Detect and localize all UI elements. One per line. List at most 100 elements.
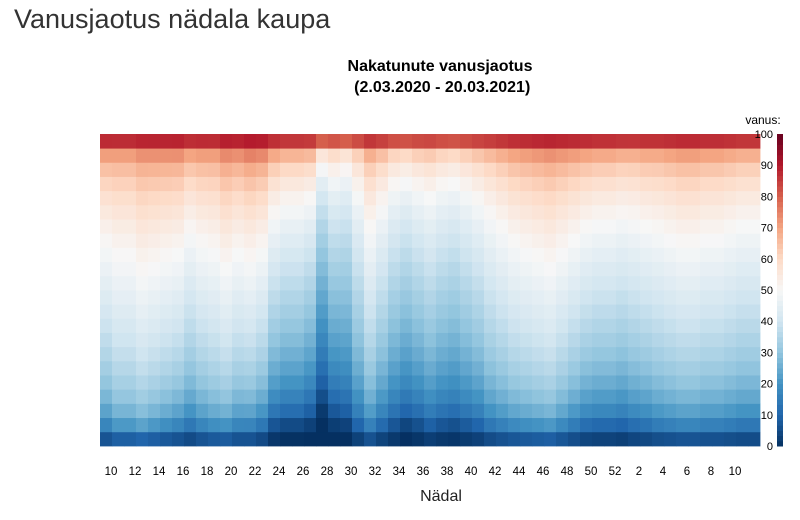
heatmap-cell (136, 247, 149, 263)
heatmap-cell (688, 403, 701, 419)
heatmap-cell (412, 219, 425, 234)
heatmap-cell (628, 332, 641, 348)
heatmap-cell (136, 417, 149, 433)
legend-color-step (777, 399, 783, 405)
heatmap-cell (196, 304, 209, 319)
heatmap-cell (400, 318, 413, 333)
heatmap-cell (640, 233, 653, 248)
heatmap-cell (616, 346, 629, 362)
heatmap-cell (484, 233, 497, 248)
legend-color-step (777, 295, 783, 301)
heatmap-cell (544, 431, 557, 447)
legend-color-step (777, 144, 783, 151)
heatmap-cell (424, 261, 437, 277)
heatmap-cell (304, 261, 317, 277)
heatmap-cell (628, 403, 641, 419)
heatmap-cell (472, 332, 485, 348)
heatmap-cell (244, 389, 257, 404)
heatmap-cell (688, 318, 701, 333)
heatmap-cell (256, 204, 269, 220)
heatmap-cell (352, 389, 365, 404)
legend-tick-label: 50 (761, 285, 773, 297)
heatmap-cell (124, 190, 137, 206)
heatmap-cell (520, 318, 533, 333)
heatmap-cell (172, 389, 185, 404)
heatmap-cell (604, 360, 617, 376)
heatmap-cell (124, 162, 137, 177)
heatmap-cell (652, 204, 665, 220)
heatmap-cell (244, 162, 257, 177)
heatmap-cell (652, 389, 665, 404)
heatmap-cell (292, 431, 305, 447)
heatmap-cell (352, 162, 365, 177)
heatmap-cell (376, 275, 389, 291)
heatmap-cell (556, 304, 569, 319)
heatmap-cell (112, 375, 125, 390)
heatmap-cell (580, 290, 593, 305)
heatmap-cell (172, 275, 185, 291)
heatmap-cell (424, 318, 437, 333)
heatmap-cell (100, 247, 113, 263)
heatmap-cell (160, 176, 173, 192)
heatmap-cell (232, 176, 245, 192)
heatmap-cell (520, 204, 533, 220)
legend-tick-label: 20 (761, 379, 773, 391)
heatmap-cell (112, 290, 125, 305)
heatmap-cell (232, 134, 245, 149)
heatmap-cell (328, 219, 341, 234)
heatmap-cell (388, 275, 401, 291)
legend-color-step (777, 378, 783, 385)
heatmap-cell (712, 290, 725, 305)
heatmap-cell (616, 304, 629, 319)
heatmap-cell (592, 431, 605, 447)
heatmap-cell (388, 346, 401, 362)
heatmap-cell (664, 431, 677, 447)
heatmap-cell (616, 190, 629, 206)
heatmap-cell (400, 431, 413, 447)
heatmap-cell (220, 148, 233, 163)
heatmap-cell (532, 304, 545, 319)
heatmap-cell (712, 375, 725, 390)
heatmap-cell (568, 417, 581, 433)
heatmap-cell (256, 134, 269, 149)
heatmap-cell (712, 190, 725, 206)
heatmap-cell (352, 346, 365, 362)
legend-color-step (777, 430, 783, 437)
heatmap-cell (664, 134, 677, 149)
heatmap-cell (196, 318, 209, 333)
heatmap-cell (472, 417, 485, 433)
heatmap-cell (208, 176, 221, 192)
heatmap-cell (376, 304, 389, 319)
heatmap-cell (520, 148, 533, 163)
heatmap-cell (532, 261, 545, 277)
heatmap-cell (460, 346, 473, 362)
heatmap-cell (652, 431, 665, 447)
heatmap-cell (460, 360, 473, 376)
heatmap-cell (112, 247, 125, 263)
heatmap-cell (436, 318, 449, 333)
heatmap-cell (136, 261, 149, 277)
heatmap-cell (568, 233, 581, 248)
heatmap-cell (364, 431, 377, 447)
heatmap-cell (232, 403, 245, 419)
heatmap-cell (472, 148, 485, 163)
heatmap-cell (376, 403, 389, 419)
heatmap-cell (280, 332, 293, 348)
heatmap-cell (736, 261, 749, 277)
heatmap-cell (664, 190, 677, 206)
heatmap-cell (268, 275, 281, 291)
heatmap-cell (196, 346, 209, 362)
heatmap-cells (100, 134, 761, 447)
heatmap-cell (568, 346, 581, 362)
heatmap-cell (448, 275, 461, 291)
heatmap-cell (496, 389, 509, 404)
heatmap-cell (292, 304, 305, 319)
heatmap-cell (568, 134, 581, 149)
x-axis-label: Nädal (420, 488, 462, 505)
heatmap-cell (688, 204, 701, 220)
heatmap-cell (148, 290, 161, 305)
heatmap-cell (604, 403, 617, 419)
heatmap-cell (628, 360, 641, 376)
heatmap-cell (568, 332, 581, 348)
heatmap-cell (508, 190, 521, 206)
